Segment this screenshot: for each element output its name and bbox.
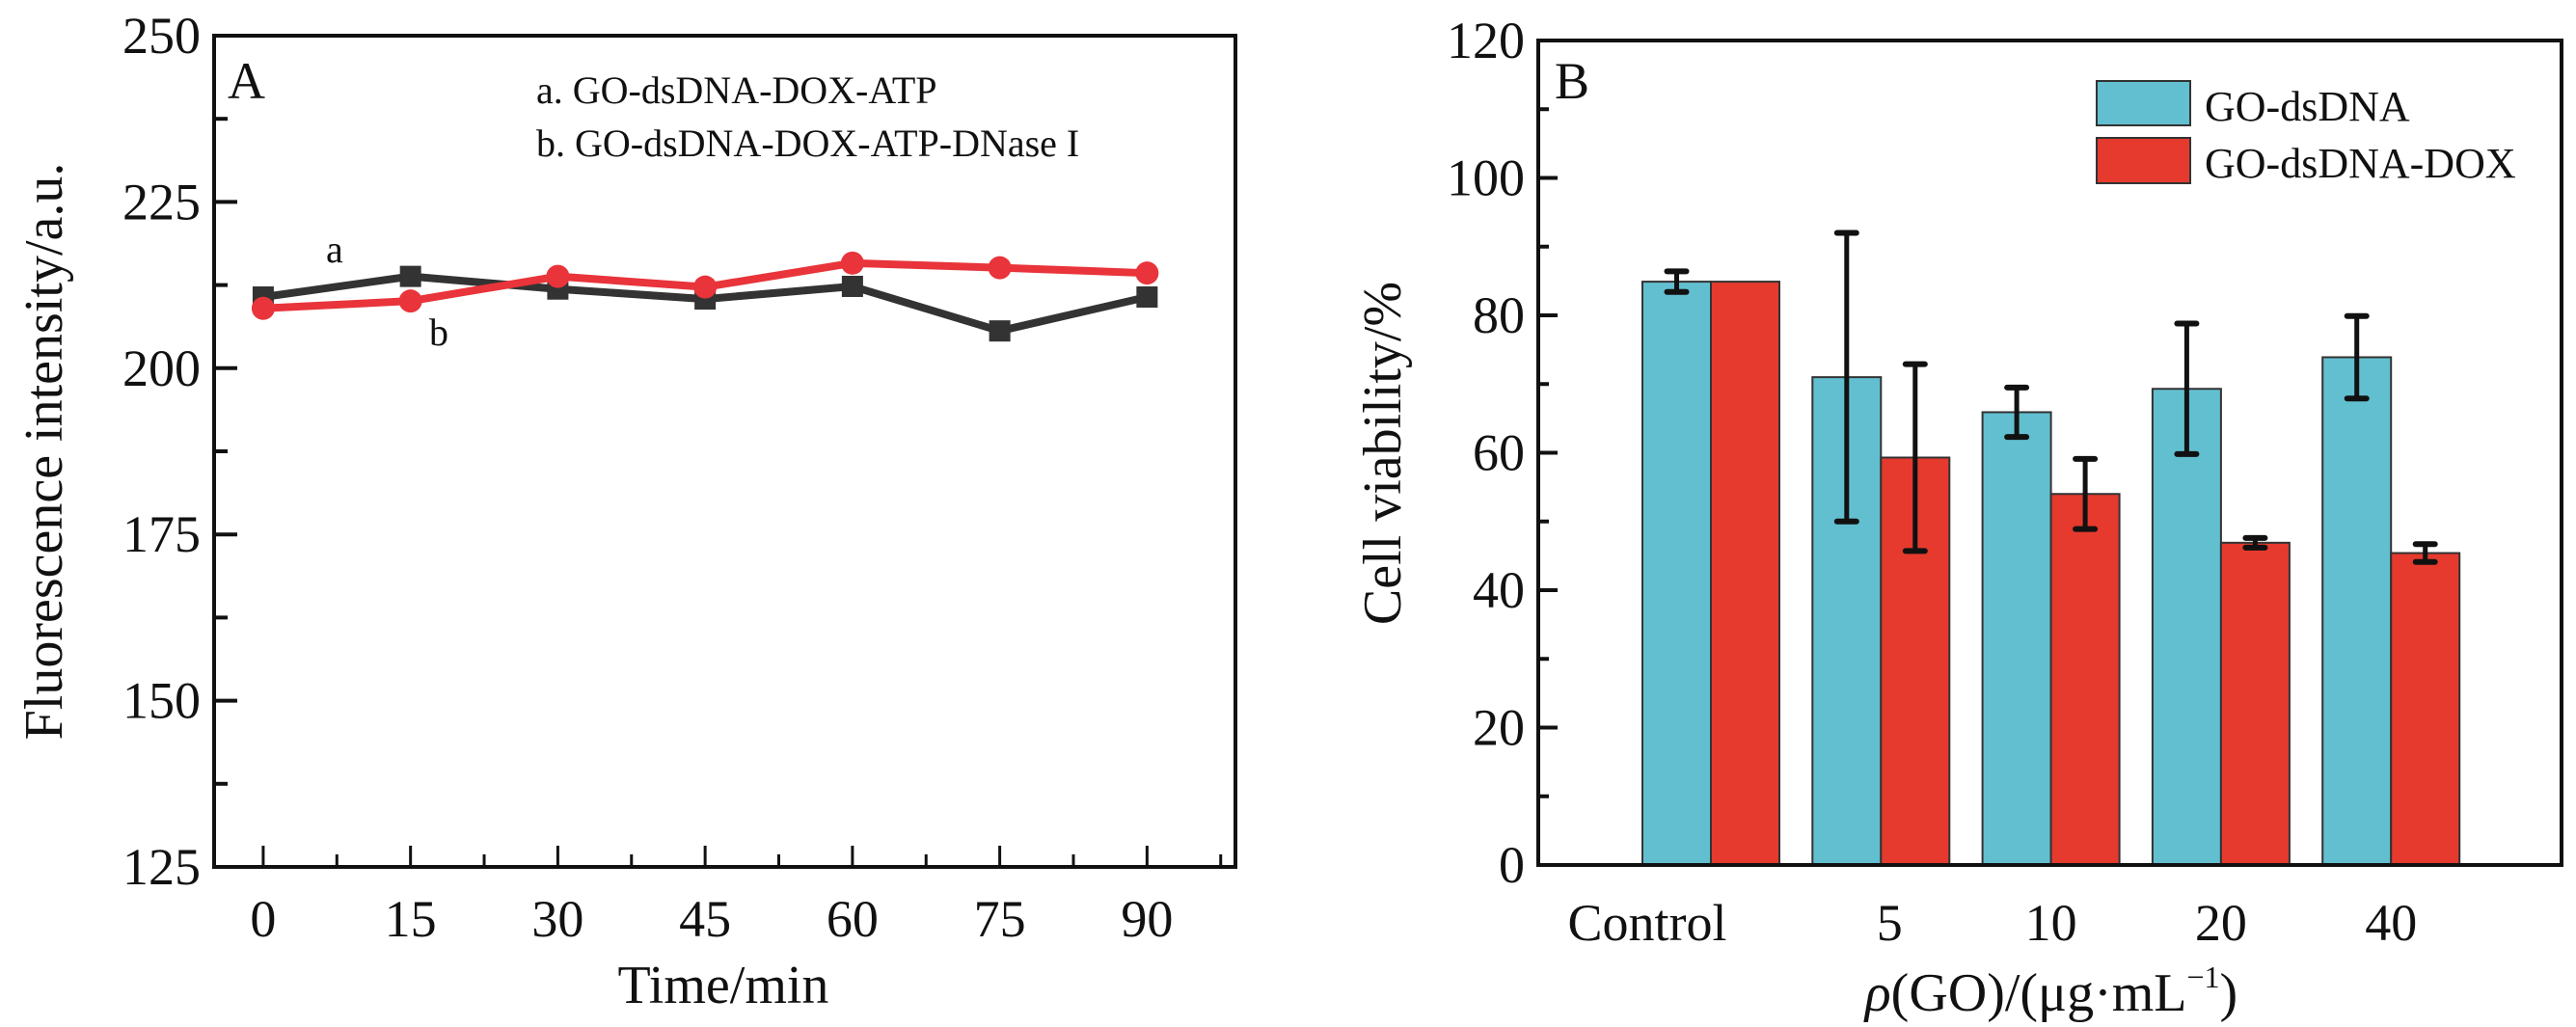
x-tick-label: 0 <box>250 890 276 948</box>
panel-b-y-axis: 0 20 40 60 80 100 120 <box>1447 12 1558 894</box>
bar-group-20 <box>2151 320 2291 867</box>
series-b <box>251 251 1159 320</box>
y-tick-label: 60 <box>1473 424 1525 482</box>
data-point <box>251 296 275 320</box>
error-bar <box>2344 312 2370 402</box>
data-point <box>841 275 863 297</box>
panel-a-legend-entry-b: b. GO-dsDNA-DOX-ATP-DNase I <box>536 122 1079 165</box>
data-point <box>693 275 718 299</box>
x-tick-label: 10 <box>2025 894 2077 952</box>
panel-b-x-axis-title: ρ(GO)/(μg·mL−1) <box>1863 959 2237 1023</box>
x-tick-label: 30 <box>531 890 583 948</box>
error-bar <box>2174 320 2200 457</box>
data-point <box>840 251 864 275</box>
x-title-sup: −1 <box>2187 959 2220 994</box>
legend-label-go-dsdna: GO-dsDNA <box>2205 83 2410 130</box>
x-tick-label: 40 <box>2365 894 2417 952</box>
y-tick-label: 40 <box>1473 561 1525 619</box>
error-bar <box>1902 361 1928 554</box>
data-point <box>988 256 1012 280</box>
x-tick-label: 75 <box>974 890 1026 948</box>
x-tick-label: 90 <box>1121 890 1173 948</box>
y-tick-label: 0 <box>1499 836 1525 894</box>
bar-group-control <box>1641 268 1780 866</box>
panel-a-legend-entry-a: a. GO-dsDNA-DOX-ATP <box>536 68 937 112</box>
panel-b-chart: 0 20 40 60 80 100 120 Control 5 10 20 40 B GO-dsDN… <box>1353 12 2563 1023</box>
bar <box>1710 281 1780 866</box>
error-bar <box>2242 534 2268 551</box>
bar <box>2390 552 2461 867</box>
x-tick-label: Control <box>1567 894 1726 952</box>
panel-b-y-axis-title: Cell viability/% <box>1353 282 1413 625</box>
x-tick-label: 5 <box>1877 894 1903 952</box>
legend-swatch-go-dsdna <box>2096 80 2191 126</box>
x-tick-label: 60 <box>827 890 879 948</box>
bar <box>1641 281 1712 866</box>
y-tick-label: 200 <box>122 339 201 397</box>
panel-b-label: B <box>1555 52 1589 110</box>
error-bar <box>2073 455 2099 532</box>
series-a-label: a <box>326 228 343 271</box>
error-bar <box>1833 230 1859 525</box>
y-tick-label: 120 <box>1447 12 1525 69</box>
panel-a-y-axis-title: Fluorescence intensity/a.u. <box>14 163 74 741</box>
error-bar <box>2412 541 2438 565</box>
panel-a-x-axis: 0 15 30 45 60 75 90 <box>250 846 1223 948</box>
x-tick-label: 20 <box>2195 894 2247 952</box>
data-point <box>989 320 1011 342</box>
y-tick-label: 80 <box>1473 286 1525 344</box>
panel-b-legend: GO-dsDNA GO-dsDNA-DOX <box>2096 80 2516 187</box>
legend-label-go-dsdna-dox: GO-dsDNA-DOX <box>2205 140 2516 187</box>
x-title-rho: ρ <box>1863 963 1891 1023</box>
data-point <box>399 265 421 287</box>
bar-group-10 <box>1981 384 2121 866</box>
series-b-label: b <box>429 311 448 354</box>
data-point <box>1135 261 1159 285</box>
panel-a-x-axis-title: Time/min <box>618 956 829 1015</box>
panel-a-y-axis: 125 150 175 200 225 250 <box>122 7 237 896</box>
panel-b-bars <box>1641 230 2461 867</box>
y-tick-label: 175 <box>122 505 201 563</box>
bar <box>2321 356 2393 866</box>
x-tick-label: 15 <box>385 890 437 948</box>
y-tick-label: 225 <box>122 173 201 230</box>
bar <box>2049 493 2121 866</box>
bar-group-5 <box>1811 230 1951 866</box>
x-tick-label: 45 <box>679 890 731 948</box>
bar <box>2151 388 2222 866</box>
bar <box>1981 411 2052 866</box>
y-tick-label: 100 <box>1447 149 1525 207</box>
y-tick-label: 250 <box>122 7 201 65</box>
panel-a-series <box>251 251 1159 342</box>
panel-a-chart: 125 150 175 200 225 250 0 15 30 45 60 75 90 A a. GO… <box>14 7 1237 1015</box>
panel-a-label: A <box>228 52 265 110</box>
y-tick-label: 150 <box>122 672 201 730</box>
panel-b-x-axis: Control 5 10 20 40 <box>1567 894 2417 952</box>
error-bar <box>1664 268 1690 295</box>
bar-group-40 <box>2321 312 2461 867</box>
bar <box>2219 541 2291 867</box>
y-tick-label: 125 <box>122 838 201 896</box>
x-title-main: (GO)/(μg·mL <box>1891 963 2187 1023</box>
legend-swatch-go-dsdna-dox <box>2096 137 2191 184</box>
error-bar <box>2004 384 2030 441</box>
y-tick-label: 20 <box>1473 699 1525 757</box>
x-title-close: ) <box>2220 963 2238 1023</box>
data-point <box>546 264 570 288</box>
data-point <box>1136 286 1158 309</box>
data-point <box>398 289 422 313</box>
